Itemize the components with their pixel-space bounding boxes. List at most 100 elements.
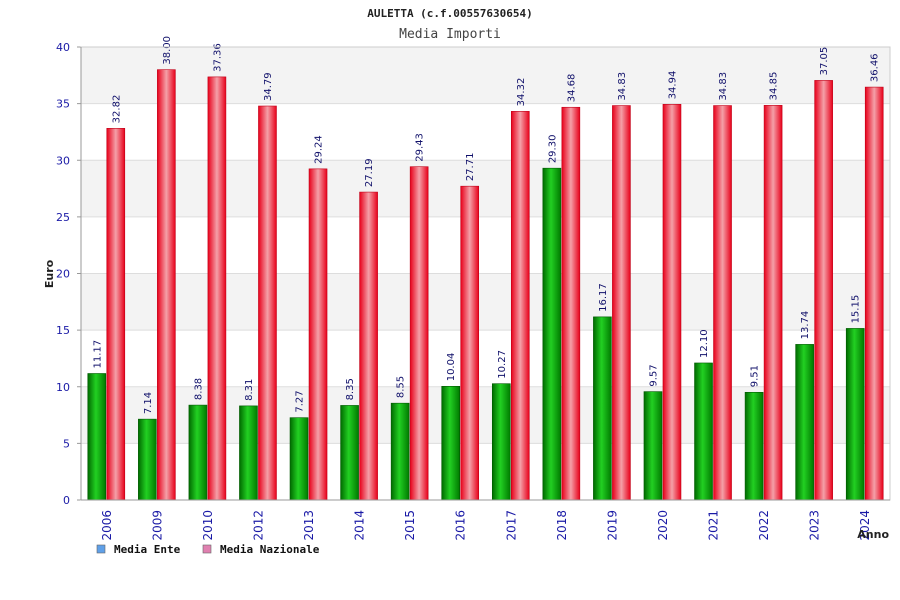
bar-media-ente: [542, 167, 562, 501]
bar-media-nazionale: [308, 168, 328, 501]
bar-media-nazionale: [258, 105, 277, 501]
y-tick-label: 25: [56, 211, 70, 224]
bar-media-nazionale: [106, 128, 126, 501]
value-label-media-nazionale: 34.79: [263, 72, 274, 101]
value-label-media-nazionale: 29.24: [314, 135, 325, 164]
x-tick-label: 2006: [100, 510, 114, 541]
x-tick-label: 2009: [150, 510, 164, 541]
value-label-media-ente: 11.17: [92, 340, 103, 369]
value-label-media-ente: 8.55: [396, 376, 407, 398]
bar-media-nazionale: [662, 104, 682, 501]
y-tick-label: 0: [63, 494, 70, 507]
value-label-media-nazionale: 37.05: [819, 47, 830, 76]
value-label-media-nazionale: 27.19: [364, 158, 375, 187]
value-label-media-nazionale: 32.82: [111, 95, 122, 124]
value-label-media-nazionale: 34.68: [566, 74, 577, 103]
bar-media-ente: [390, 402, 410, 501]
value-label-media-ente: 9.57: [648, 364, 659, 386]
value-label-media-ente: 12.10: [699, 329, 710, 358]
y-axis-ticks: 0 5 10 15 20 25 30 35 40: [56, 41, 81, 507]
x-tick-label: 2020: [656, 510, 670, 541]
y-tick-label: 20: [56, 268, 70, 281]
bar-media-nazionale: [713, 105, 732, 501]
x-tick-label: 2019: [605, 510, 619, 541]
x-tick-label: 2012: [251, 510, 265, 541]
bar-media-ente: [188, 404, 208, 501]
value-label-media-nazionale: 34.94: [667, 71, 678, 100]
value-label-media-ente: 10.27: [497, 350, 508, 379]
bar-media-nazionale: [207, 76, 227, 501]
y-tick-label: 10: [56, 381, 70, 394]
x-tick-label: 2022: [757, 510, 771, 541]
value-label-media-nazionale: 34.83: [617, 72, 628, 101]
x-tick-label: 2014: [353, 510, 367, 541]
x-tick-label: 2021: [707, 510, 721, 541]
value-label-media-ente: 16.17: [598, 283, 609, 312]
y-tick-label: 40: [56, 41, 70, 54]
x-tick-label: 2013: [302, 510, 316, 541]
value-label-media-ente: 7.14: [143, 392, 154, 414]
bar-media-nazionale: [612, 105, 631, 501]
legend-label-media-ente: Media Ente: [114, 543, 181, 556]
x-axis-label: Anno: [857, 528, 889, 541]
legend-swatch-media-ente: [96, 544, 106, 554]
x-tick-label: 2024: [858, 510, 872, 541]
value-label-media-nazionale: 38.00: [162, 36, 173, 65]
value-label-media-ente: 29.30: [547, 135, 558, 164]
bar-media-ente: [643, 391, 663, 501]
bar-media-ente: [441, 385, 461, 501]
bar-media-ente: [845, 328, 865, 501]
bar-media-ente: [87, 373, 107, 501]
chart-subtitle: Media Importi: [399, 27, 501, 42]
y-axis-label: Euro: [43, 259, 56, 288]
value-label-media-nazionale: 36.46: [870, 53, 881, 82]
bar-media-ente: [593, 316, 612, 501]
value-label-media-nazionale: 34.83: [718, 72, 729, 101]
legend: Media Ente Media Nazionale: [96, 543, 320, 556]
bar-media-nazionale: [763, 105, 783, 501]
bar-media-ente: [340, 405, 359, 501]
value-label-media-ente: 13.74: [800, 311, 811, 340]
bar-media-ente: [239, 405, 258, 501]
bar-media-nazionale: [359, 191, 378, 501]
value-label-media-ente: 7.27: [295, 390, 306, 412]
bar-media-nazionale: [409, 166, 429, 501]
axes: [80, 46, 891, 501]
bar-media-ente: [744, 391, 764, 501]
bar-media-nazionale: [814, 80, 833, 501]
bar-media-nazionale: [864, 86, 884, 501]
bar-media-nazionale: [157, 69, 176, 501]
bar-media-ente: [289, 417, 309, 501]
y-tick-label: 5: [63, 437, 70, 450]
x-tick-label: 2016: [454, 510, 468, 541]
y-tick-label: 15: [56, 324, 70, 337]
y-tick-label: 30: [56, 154, 70, 167]
value-label-media-ente: 10.04: [446, 353, 457, 382]
bar-media-nazionale: [561, 106, 581, 501]
bar-media-nazionale: [460, 185, 480, 501]
bar-media-ente: [694, 362, 713, 501]
value-label-media-ente: 8.38: [193, 378, 204, 400]
bars: [87, 69, 884, 501]
value-label-media-nazionale: 34.85: [769, 72, 780, 101]
x-tick-label: 2010: [201, 510, 215, 541]
value-label-media-ente: 9.51: [750, 365, 761, 387]
value-label-media-nazionale: 37.36: [212, 43, 223, 72]
x-axis-ticks: 2006 2009 2010 2012 2013 2014 2015 2016 2017 2018…: [100, 510, 872, 541]
x-tick-label: 2023: [808, 510, 822, 541]
x-tick-label: 2015: [403, 510, 417, 541]
y-tick-label: 35: [56, 98, 70, 111]
value-label-media-ente: 15.15: [851, 295, 862, 324]
chart-title: AULETTA (c.f.00557630654): [367, 7, 533, 20]
bar-media-nazionale: [510, 111, 530, 501]
bar-media-ente: [138, 418, 157, 501]
legend-swatch-media-nazionale: [202, 544, 212, 554]
value-label-media-nazionale: 27.71: [465, 153, 476, 182]
x-tick-label: 2017: [504, 510, 518, 541]
legend-label-media-nazionale: Media Nazionale: [220, 543, 320, 556]
value-label-media-nazionale: 29.43: [415, 133, 426, 162]
bar-media-ente: [795, 344, 814, 501]
value-label-media-ente: 8.35: [345, 378, 356, 400]
data-labels: 11.17 32.82 7.14 38.00 8.38 37.36 8.31 34.79 7.2…: [92, 36, 880, 414]
